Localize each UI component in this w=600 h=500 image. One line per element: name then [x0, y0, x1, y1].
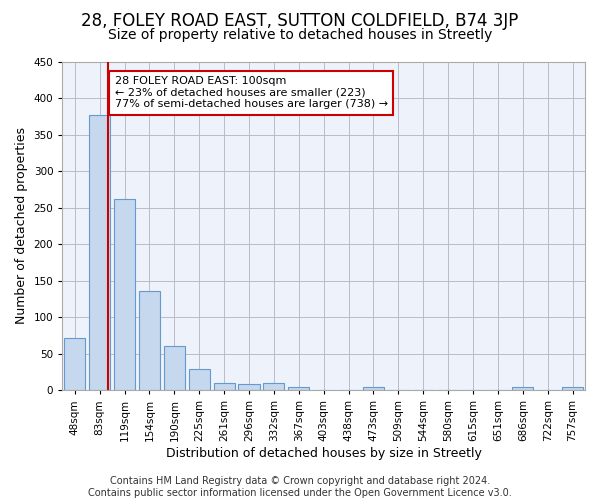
- Bar: [139, 291, 160, 390]
- Bar: [114, 199, 135, 390]
- Bar: [89, 115, 110, 390]
- Bar: [214, 383, 235, 390]
- Bar: [363, 388, 384, 390]
- Bar: [562, 388, 583, 390]
- Bar: [188, 369, 210, 390]
- Bar: [512, 388, 533, 390]
- Text: Contains HM Land Registry data © Crown copyright and database right 2024.
Contai: Contains HM Land Registry data © Crown c…: [88, 476, 512, 498]
- Y-axis label: Number of detached properties: Number of detached properties: [15, 128, 28, 324]
- Bar: [64, 338, 85, 390]
- Bar: [263, 383, 284, 390]
- Bar: [238, 384, 260, 390]
- Text: 28 FOLEY ROAD EAST: 100sqm
← 23% of detached houses are smaller (223)
77% of sem: 28 FOLEY ROAD EAST: 100sqm ← 23% of deta…: [115, 76, 388, 110]
- Text: 28, FOLEY ROAD EAST, SUTTON COLDFIELD, B74 3JP: 28, FOLEY ROAD EAST, SUTTON COLDFIELD, B…: [82, 12, 518, 30]
- Bar: [288, 386, 310, 390]
- Text: Size of property relative to detached houses in Streetly: Size of property relative to detached ho…: [108, 28, 492, 42]
- Bar: [164, 346, 185, 391]
- X-axis label: Distribution of detached houses by size in Streetly: Distribution of detached houses by size …: [166, 447, 482, 460]
